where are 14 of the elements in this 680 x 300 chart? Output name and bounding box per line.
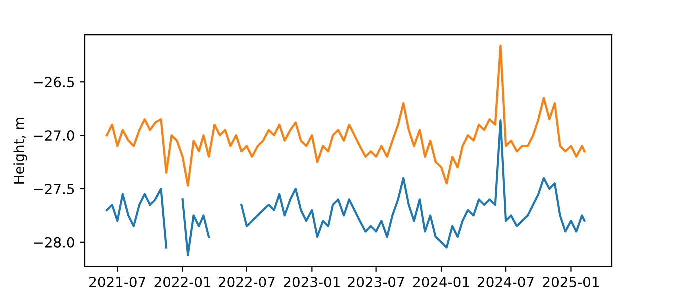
x-tick-label: 2022-07 [218,276,275,288]
x-tick-label: 2021-07 [90,276,146,288]
y-tick-label: −27.0 [34,130,74,142]
x-tick-label: 2024-01 [414,276,470,288]
x-tick-label: 2023-07 [348,276,404,288]
x-tick-label: 2022-01 [154,276,211,288]
y-tick-label: −28.0 [34,237,74,248]
x-tick-label: 2025-01 [543,276,599,288]
y-tick-label: −26.5 [34,77,74,88]
x-tick-label: 2023-01 [284,276,340,288]
y-tick-label: −27.5 [34,184,74,194]
y-axis-title: Height, m [14,118,28,184]
line-series [106,44,586,187]
x-tick-label: 2024-07 [478,276,534,288]
